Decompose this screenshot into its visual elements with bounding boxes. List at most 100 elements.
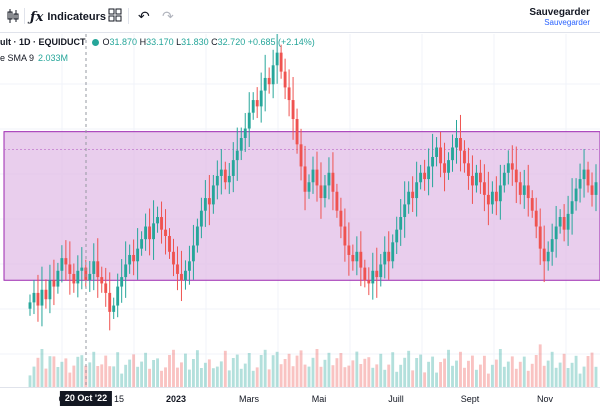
candle-body: [64, 258, 68, 265]
volume-bar: [251, 370, 255, 387]
top-toolbar: ƒx Indicateurs ↶ ↷ Sauvegarder Sauvegard…: [0, 0, 600, 33]
volume-bar: [199, 368, 203, 387]
candle-body: [231, 160, 235, 176]
candle-body: [391, 242, 395, 262]
candle-body: [363, 267, 367, 281]
volume-bar: [124, 364, 128, 387]
volume-bar: [558, 362, 562, 387]
volume-bar: [506, 361, 510, 387]
volume-bar: [164, 367, 167, 387]
volume-bar: [578, 373, 582, 387]
candle-body: [203, 198, 207, 211]
candle-body: [184, 270, 187, 281]
chart-style-icon[interactable]: [6, 8, 20, 24]
candle-body: [387, 251, 391, 262]
volume-bar: [586, 356, 590, 387]
candle-body: [510, 163, 514, 170]
candle-body: [156, 217, 159, 224]
candle-body: [351, 254, 355, 262]
high-label: H: [139, 37, 147, 47]
fx-icon: ƒx: [30, 9, 44, 25]
indicators-label: Indicateurs: [47, 11, 107, 23]
x-tick-label: Juill: [388, 394, 404, 404]
volume-bar: [60, 361, 64, 387]
symbol-legend[interactable]: ult · 1D · EQUIDUCT O31.870 H33.170 L31.8…: [0, 36, 315, 48]
candle-body: [211, 185, 215, 205]
candle-body: [116, 286, 120, 306]
candle-body: [299, 144, 303, 167]
indicators-button[interactable]: ƒx Indicateurs: [30, 6, 106, 28]
volume-bar: [215, 366, 219, 387]
layout-grid-icon[interactable]: [108, 8, 122, 22]
volume-bar: [176, 367, 179, 387]
candle-body: [502, 172, 506, 186]
volume-bar: [128, 359, 132, 387]
x-tick-label: Sept: [460, 394, 480, 404]
toolbar-divider: [128, 8, 129, 24]
price-chart[interactable]: [0, 34, 600, 387]
volume-bar: [152, 360, 155, 387]
candle-body: [447, 160, 450, 173]
time-axis[interactable]: O 15 2023 Mars Mai Juill Sept Nov 20 Oct…: [0, 387, 600, 413]
candle-body: [558, 217, 562, 227]
volume-bar: [550, 351, 554, 387]
candle-body: [451, 147, 454, 161]
volume-bar: [311, 357, 315, 387]
candle-body: [518, 182, 522, 195]
save-label: Sauvegarder: [529, 7, 590, 18]
volume-bar: [291, 366, 295, 387]
candle-body: [399, 217, 403, 230]
volume-bar: [112, 366, 116, 387]
candle-body: [187, 261, 191, 271]
candle-body: [84, 267, 88, 281]
indicator-name[interactable]: e SMA 9: [0, 53, 35, 63]
candle-body: [443, 163, 446, 173]
volume-bar: [160, 370, 163, 387]
candle-body: [411, 191, 415, 199]
low-value: 31.830: [181, 37, 209, 47]
candle-body: [463, 150, 466, 164]
volume-bar: [367, 357, 371, 387]
candle-body: [494, 191, 498, 202]
volume-bar: [451, 365, 454, 387]
volume-bar: [40, 349, 44, 387]
volume-bar: [467, 360, 470, 387]
candles-icon: [7, 9, 19, 23]
open-value: 31.870: [109, 37, 138, 47]
chart-area[interactable]: [0, 34, 600, 413]
save-button[interactable]: Sauvegarder Sauvegarder: [529, 7, 590, 28]
volume-bar: [471, 355, 474, 387]
crosshair-date-label: 20 Oct '22: [59, 391, 113, 406]
undo-icon[interactable]: ↶: [138, 8, 150, 24]
redo-icon[interactable]: ↷: [162, 8, 174, 24]
volume-bar: [187, 369, 191, 387]
candle-body: [68, 264, 72, 274]
candle-body: [287, 87, 291, 101]
volume-bar: [195, 350, 199, 387]
volume-bar: [582, 366, 586, 387]
candle-body: [554, 226, 558, 240]
candle-body: [395, 229, 399, 243]
candle-body: [506, 163, 510, 173]
indicator-legend[interactable]: e SMA 9 2.033M: [0, 53, 68, 63]
candle-body: [235, 150, 239, 161]
candle-body: [207, 198, 211, 205]
volume-bar: [172, 349, 175, 387]
candle-body: [423, 172, 427, 180]
candle-body: [407, 191, 411, 205]
volume-bar: [514, 368, 518, 387]
candle-body: [219, 169, 223, 176]
volume-bar: [287, 353, 291, 387]
candle-body: [195, 226, 199, 246]
candle-body: [291, 100, 295, 120]
volume-bar: [590, 352, 594, 387]
volume-bar: [231, 358, 235, 387]
symbol-label[interactable]: ult · 1D · EQUIDUCT: [0, 37, 86, 47]
volume-bar: [419, 354, 423, 387]
candle-body: [180, 273, 183, 281]
candle-body: [251, 100, 255, 113]
candle-body: [76, 270, 80, 284]
candle-body: [215, 175, 219, 186]
volume-bar: [522, 356, 526, 387]
candle-body: [347, 245, 351, 255]
